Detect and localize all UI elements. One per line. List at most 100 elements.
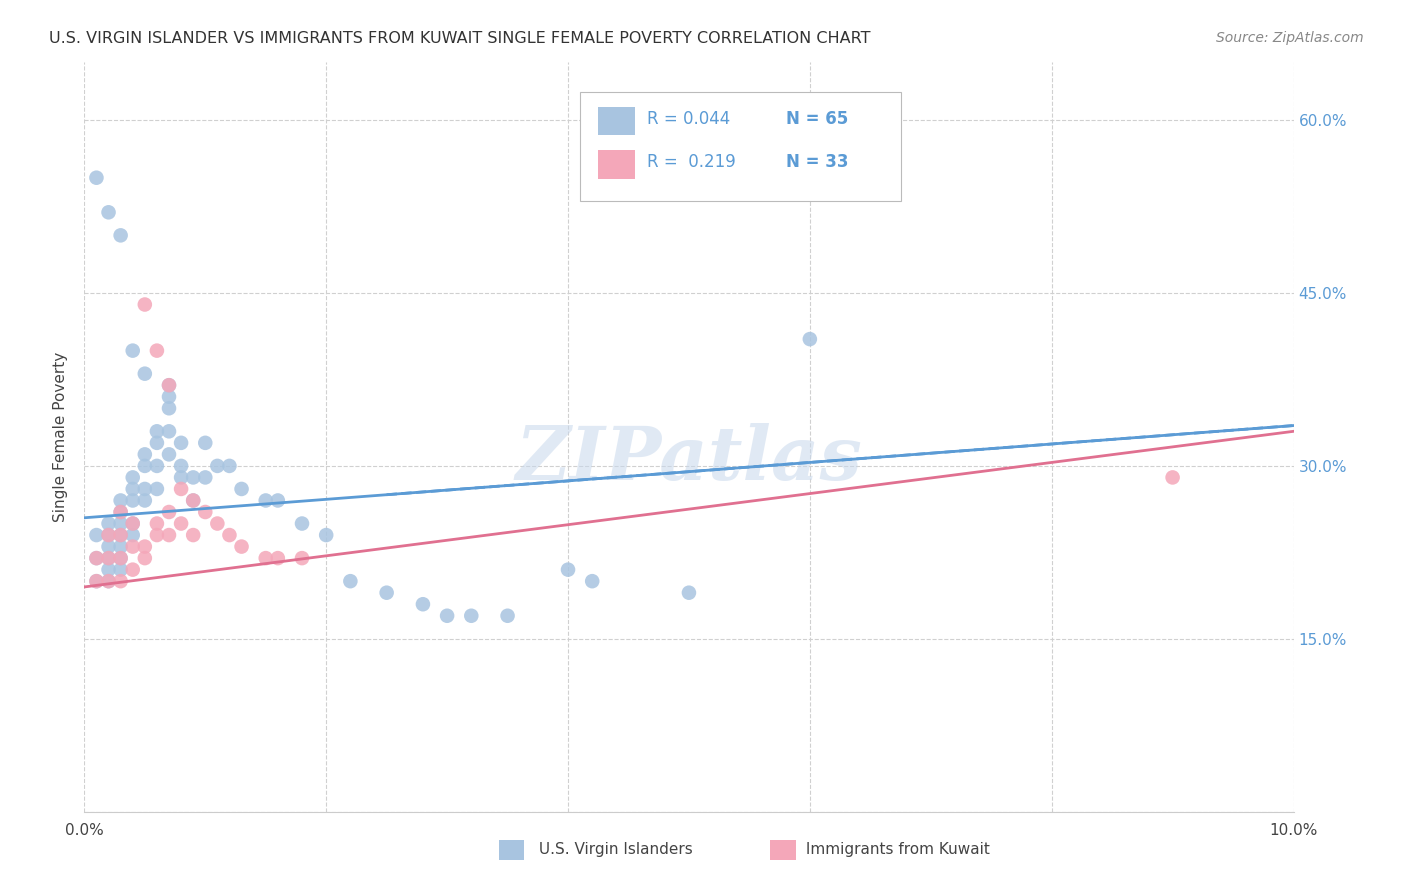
Point [207, 458, 229, 473]
Point [1161, 470, 1184, 484]
Point [134, 482, 156, 496]
Point [218, 458, 240, 473]
Point [134, 297, 156, 311]
Point [254, 493, 277, 508]
Y-axis label: Single Female Poverty: Single Female Poverty [53, 352, 69, 522]
Point [121, 470, 143, 484]
Point [97, 551, 120, 566]
Point [194, 505, 217, 519]
FancyBboxPatch shape [599, 107, 634, 135]
Point [110, 528, 132, 542]
Point [496, 608, 519, 623]
Point [86, 574, 108, 589]
Point [146, 343, 169, 358]
Point [97, 563, 120, 577]
Point [254, 551, 277, 566]
Point [557, 563, 579, 577]
Point [157, 378, 180, 392]
Point [799, 332, 821, 346]
Point [97, 516, 120, 531]
Point [267, 551, 290, 566]
Point [181, 493, 204, 508]
Point [134, 493, 156, 508]
FancyBboxPatch shape [581, 93, 901, 201]
Point [110, 228, 132, 243]
Point [134, 540, 156, 554]
Point [315, 528, 337, 542]
Point [110, 551, 132, 566]
Point [97, 540, 120, 554]
Point [121, 343, 143, 358]
Point [110, 551, 132, 566]
Point [110, 540, 132, 554]
Point [86, 574, 108, 589]
Point [170, 435, 193, 450]
Point [412, 597, 434, 611]
Text: R = 0.044: R = 0.044 [647, 110, 730, 128]
Point [218, 528, 240, 542]
Point [146, 528, 169, 542]
Text: Immigrants from Kuwait: Immigrants from Kuwait [801, 842, 990, 856]
Point [581, 574, 603, 589]
Point [157, 505, 180, 519]
Text: N = 33: N = 33 [786, 153, 848, 171]
Point [110, 528, 132, 542]
FancyBboxPatch shape [599, 150, 634, 178]
Point [339, 574, 361, 589]
Point [86, 170, 108, 185]
Point [460, 608, 482, 623]
Point [146, 482, 169, 496]
Point [110, 563, 132, 577]
Text: N = 65: N = 65 [786, 110, 848, 128]
Point [194, 435, 217, 450]
Point [207, 516, 229, 531]
Point [97, 528, 120, 542]
Point [86, 528, 108, 542]
Point [97, 528, 120, 542]
Point [678, 585, 700, 599]
Point [121, 516, 143, 531]
Point [97, 205, 120, 219]
Point [291, 551, 314, 566]
Point [86, 551, 108, 566]
Point [110, 505, 132, 519]
Point [170, 482, 193, 496]
Point [157, 390, 180, 404]
Point [110, 516, 132, 531]
Point [134, 458, 156, 473]
Point [146, 516, 169, 531]
Point [170, 516, 193, 531]
Point [181, 493, 204, 508]
Point [121, 540, 143, 554]
Point [231, 540, 253, 554]
Point [121, 493, 143, 508]
Point [375, 585, 398, 599]
Point [170, 470, 193, 484]
Point [110, 493, 132, 508]
Text: U.S. VIRGIN ISLANDER VS IMMIGRANTS FROM KUWAIT SINGLE FEMALE POVERTY CORRELATION: U.S. VIRGIN ISLANDER VS IMMIGRANTS FROM … [49, 31, 870, 46]
Point [121, 563, 143, 577]
Point [181, 528, 204, 542]
Point [231, 482, 253, 496]
Point [181, 470, 204, 484]
Text: Source: ZipAtlas.com: Source: ZipAtlas.com [1216, 31, 1364, 45]
Point [194, 470, 217, 484]
Point [157, 401, 180, 416]
Point [97, 551, 120, 566]
Point [436, 608, 458, 623]
Point [121, 528, 143, 542]
Point [134, 367, 156, 381]
Point [134, 551, 156, 566]
Text: ZIPatlas: ZIPatlas [516, 424, 862, 496]
Point [121, 482, 143, 496]
Point [121, 516, 143, 531]
Point [110, 574, 132, 589]
Point [170, 458, 193, 473]
Point [146, 458, 169, 473]
Point [157, 378, 180, 392]
Point [157, 425, 180, 439]
Point [134, 447, 156, 461]
Text: R =  0.219: R = 0.219 [647, 153, 735, 171]
Point [86, 551, 108, 566]
Text: U.S. Virgin Islanders: U.S. Virgin Islanders [534, 842, 693, 856]
